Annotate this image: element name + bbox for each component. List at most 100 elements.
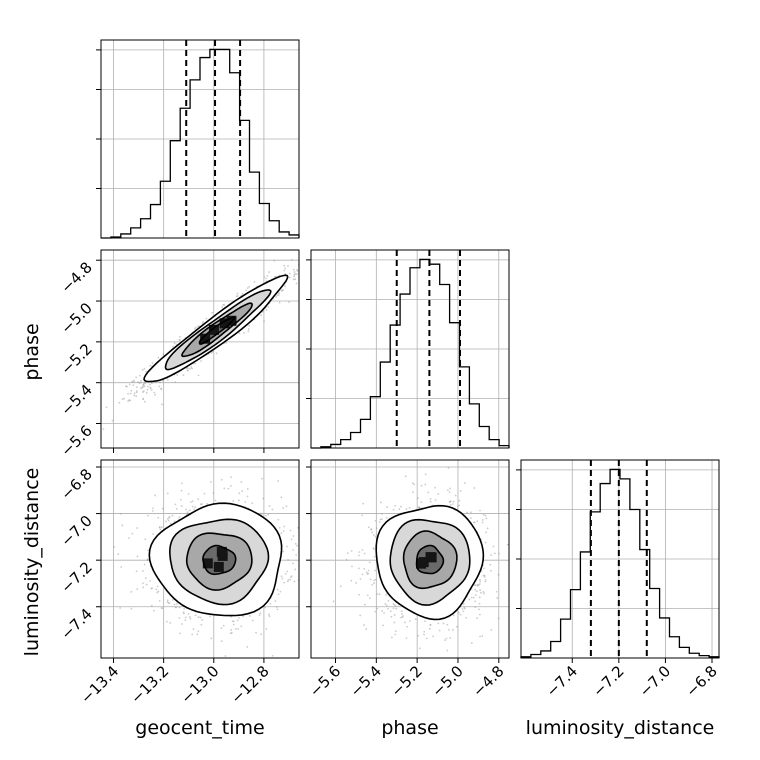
scatter-point <box>191 500 194 503</box>
histogram-step-line <box>101 48 300 239</box>
scatter-point <box>241 490 244 492</box>
scatter-point <box>446 623 449 626</box>
scatter-point <box>361 573 364 576</box>
scatter-point <box>429 500 432 503</box>
scatter-point <box>484 580 487 583</box>
contour-line <box>148 502 283 617</box>
scatter-point <box>157 590 160 593</box>
scatter-point <box>158 526 161 529</box>
scatter-point <box>286 580 289 583</box>
panel-content <box>101 250 304 448</box>
scatter-point <box>363 603 366 606</box>
scatter-point <box>434 486 437 489</box>
scatter-point <box>489 563 492 566</box>
scatter-point <box>267 613 270 616</box>
x-tick-label: −5.4 <box>347 662 385 700</box>
scatter-point <box>462 603 465 605</box>
scatter-point <box>292 278 295 281</box>
scatter-point <box>197 325 200 328</box>
scatter-point <box>243 331 245 334</box>
scatter-point <box>220 640 223 643</box>
scatter-point <box>490 628 493 631</box>
panel-frame <box>100 459 300 659</box>
scatter-point <box>147 514 150 517</box>
scatter-point <box>197 498 200 500</box>
scatter-point <box>130 390 133 392</box>
scatter-point <box>154 494 156 497</box>
scatter-point <box>404 475 407 478</box>
scatter-point <box>454 494 457 497</box>
scatter-point <box>282 507 285 509</box>
scatter-point <box>180 489 183 492</box>
scatter-point <box>442 622 445 625</box>
scatter-point <box>251 619 254 622</box>
scatter-point <box>476 617 479 619</box>
scatter-point <box>223 487 226 490</box>
scatter-point <box>246 495 249 498</box>
scatter-point <box>369 578 372 581</box>
scatter-point <box>222 304 224 306</box>
scatter-panel-geocent_time-phase <box>100 249 304 449</box>
scatter-point <box>145 370 148 373</box>
scatter-point <box>478 602 481 605</box>
scatter-point <box>447 628 450 631</box>
scatter-point <box>283 525 285 528</box>
scatter-point <box>296 273 298 275</box>
scatter-point <box>290 538 293 541</box>
y-tick-label: −5.0 <box>57 299 95 337</box>
x-tick-label: −5.6 <box>306 662 344 700</box>
scatter-point <box>215 352 218 355</box>
scatter-point <box>258 614 261 616</box>
scatter-point <box>131 532 134 535</box>
scatter-point <box>376 593 379 596</box>
scatter-point <box>153 609 155 612</box>
scatter-point <box>381 512 383 515</box>
scatter-point <box>245 289 248 292</box>
scatter-point <box>187 493 190 495</box>
scatter-point <box>162 353 165 356</box>
scatter-point <box>374 610 377 613</box>
scatter-point <box>389 610 392 613</box>
scatter-point <box>466 511 468 514</box>
scatter-point <box>186 367 189 370</box>
scatter-point <box>427 491 430 494</box>
histogram-step-line <box>520 468 720 658</box>
scatter-point <box>302 267 304 269</box>
scatter-point <box>293 271 296 273</box>
x-tick-label: −6.8 <box>682 662 720 700</box>
scatter-point <box>496 597 499 599</box>
scatter-point <box>190 501 192 503</box>
scatter-point <box>143 563 146 566</box>
scatter-point <box>378 593 381 596</box>
scatter-point <box>350 550 353 552</box>
scatter-point <box>202 320 205 323</box>
scatter-point <box>149 364 152 367</box>
scatter-point <box>167 519 170 522</box>
scatter-point <box>286 545 288 548</box>
contour-line <box>202 544 237 576</box>
x-tick-label: −7.0 <box>636 662 674 700</box>
scatter-point <box>188 615 191 618</box>
panel-content <box>101 460 299 658</box>
scatter-point <box>294 278 297 281</box>
scatter-point <box>153 391 156 394</box>
scatter-point <box>143 367 146 370</box>
scatter-point <box>268 505 271 507</box>
scatter-point <box>484 579 487 581</box>
scatter-point <box>179 498 182 501</box>
scatter-point <box>191 633 194 636</box>
scatter-point <box>126 385 128 388</box>
scatter-point <box>345 558 348 561</box>
scatter-point <box>417 506 420 509</box>
scatter-point <box>159 528 162 531</box>
scatter-point <box>261 310 264 313</box>
scatter-point <box>128 537 130 539</box>
scatter-point <box>458 499 461 502</box>
scatter-point <box>462 610 465 613</box>
scatter-point <box>469 517 472 520</box>
scatter-point <box>385 593 387 596</box>
scatter-point <box>424 620 426 623</box>
scatter-point <box>282 289 284 292</box>
scatter-point <box>187 369 189 372</box>
scatter-point <box>259 612 262 615</box>
